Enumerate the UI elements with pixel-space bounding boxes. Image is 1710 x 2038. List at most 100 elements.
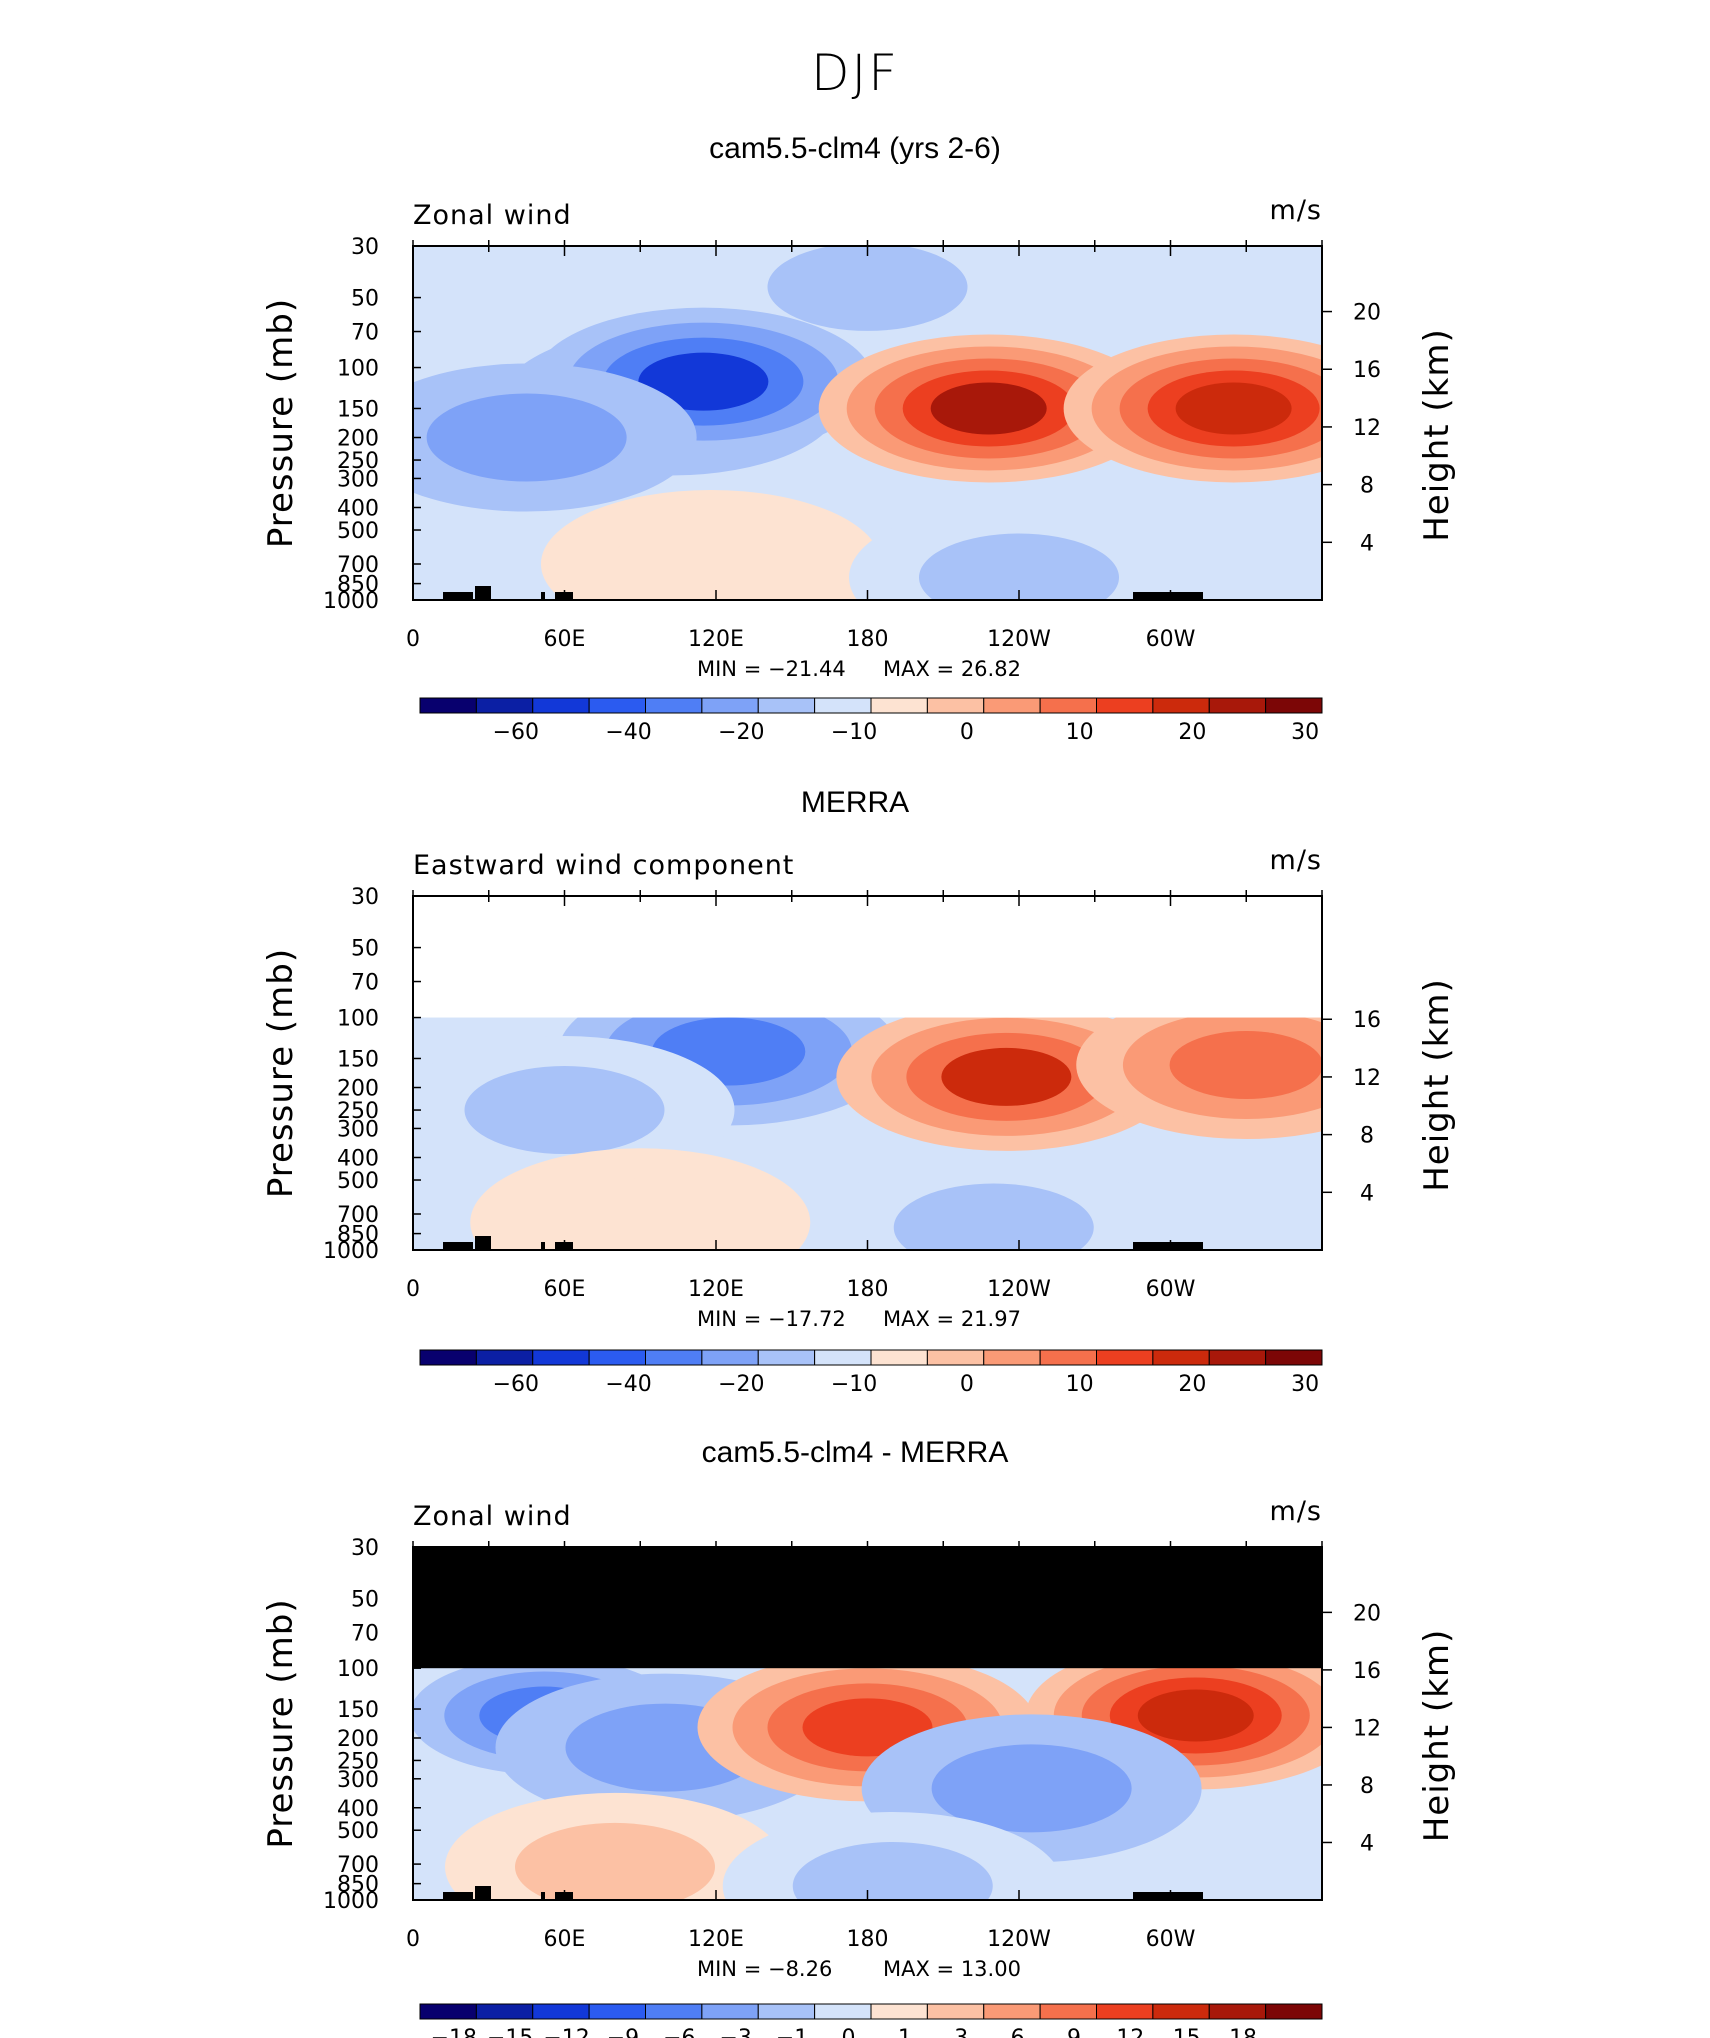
y-tick-right-label: 20 bbox=[1353, 1601, 1381, 1626]
colorbar-segment bbox=[757, 1349, 816, 1366]
x-tick-label: 180 bbox=[847, 1277, 889, 1302]
colorbar-segment bbox=[645, 1349, 703, 1366]
colorbar-segment bbox=[532, 697, 590, 714]
variable-label: Zonal wind bbox=[413, 1501, 572, 1532]
chart-panel-2: 3050701001502002503004005007008501000161… bbox=[261, 845, 1457, 1397]
y-tick-label: 50 bbox=[351, 937, 379, 962]
colorbar-label: −60 bbox=[493, 720, 539, 745]
colorbar-segment bbox=[1096, 1349, 1154, 1366]
colorbar-label: −20 bbox=[718, 1372, 764, 1397]
y-tick-label: 400 bbox=[337, 1146, 379, 1171]
colorbar-segment bbox=[983, 1349, 1041, 1366]
colorbar-segment bbox=[532, 1349, 590, 1366]
colorbar-label: 12 bbox=[1116, 2026, 1144, 2038]
y-tick-label: 50 bbox=[351, 287, 379, 312]
colorbar-segment bbox=[588, 1349, 646, 1366]
colorbar-segment bbox=[645, 2003, 703, 2020]
colorbar-segment bbox=[419, 2003, 477, 2020]
y-tick-label: 100 bbox=[337, 1657, 379, 1682]
field-contour bbox=[1175, 382, 1292, 435]
y-tick-right-label: 16 bbox=[1353, 1008, 1381, 1033]
field-1 bbox=[413, 246, 1322, 600]
missing-data-region bbox=[413, 1547, 1322, 1669]
y-tick-label: 200 bbox=[337, 1077, 379, 1102]
colorbar-label: 9 bbox=[1067, 2026, 1081, 2038]
y-tick-label: 850 bbox=[337, 1223, 379, 1248]
y-tick-label: 500 bbox=[337, 1169, 379, 1194]
y-tick-label: 300 bbox=[337, 1768, 379, 1793]
x-tick-label: 60E bbox=[544, 1277, 586, 1302]
y-tick-right-label: 8 bbox=[1360, 474, 1374, 499]
colorbar-label: 0 bbox=[841, 2026, 855, 2038]
topography bbox=[541, 592, 545, 600]
colorbar-label: 30 bbox=[1291, 720, 1319, 745]
colorbar-label: 10 bbox=[1066, 720, 1094, 745]
colorbar-segment bbox=[475, 697, 534, 714]
units-label: m/s bbox=[1270, 1496, 1322, 1527]
panel-title-difference: cam5.5-clm4 - MERRA bbox=[701, 1436, 1009, 1469]
colorbar-label: 6 bbox=[1011, 2026, 1025, 2038]
colorbar-segment bbox=[926, 1349, 985, 1366]
y-tick-label: 700 bbox=[337, 1853, 379, 1878]
colorbar-segment bbox=[983, 697, 1041, 714]
y-tick-right-label: 12 bbox=[1353, 1066, 1381, 1091]
colorbar-label: 30 bbox=[1291, 1372, 1319, 1397]
y-tick-label: 150 bbox=[337, 1047, 379, 1072]
y-tick-label: 850 bbox=[337, 1873, 379, 1898]
field-contour bbox=[931, 1744, 1132, 1833]
colorbar-label: 20 bbox=[1178, 720, 1206, 745]
y-tick-label: 300 bbox=[337, 467, 379, 492]
units-label: m/s bbox=[1270, 845, 1322, 876]
y-tick-label: 150 bbox=[337, 397, 379, 422]
topography bbox=[475, 1236, 491, 1250]
colorbar-segment bbox=[870, 1349, 928, 1366]
y-tick-label: 70 bbox=[351, 971, 379, 996]
y-axis-label: Pressure (mb) bbox=[261, 1598, 301, 1848]
max-label: MAX = 26.82 bbox=[883, 657, 1021, 681]
colorbar-segment bbox=[757, 697, 816, 714]
colorbar-label: −10 bbox=[831, 720, 877, 745]
y-tick-label: 70 bbox=[351, 321, 379, 346]
y-tick-label: 30 bbox=[351, 885, 379, 910]
colorbar-label: −12 bbox=[543, 2026, 589, 2038]
y-tick-right-label: 12 bbox=[1353, 416, 1381, 441]
colorbar-label: 0 bbox=[960, 720, 974, 745]
x-tick-label: 60E bbox=[544, 1927, 586, 1952]
y-tick-label: 200 bbox=[337, 1727, 379, 1752]
field-contour bbox=[941, 1047, 1072, 1106]
colorbar-segment bbox=[532, 2003, 590, 2020]
field-contour bbox=[930, 382, 1047, 435]
field-contour bbox=[426, 393, 627, 482]
x-tick-label: 60W bbox=[1146, 1277, 1196, 1302]
topography bbox=[443, 1242, 473, 1250]
topography bbox=[443, 1892, 473, 1900]
colorbar-segment bbox=[1265, 1349, 1323, 1366]
y-tick-label: 300 bbox=[337, 1117, 379, 1142]
y-tick-label: 700 bbox=[337, 1203, 379, 1228]
colorbar-segment bbox=[1208, 1349, 1267, 1366]
y-tick-right-label: 16 bbox=[1353, 358, 1381, 383]
colorbar-segment bbox=[757, 2003, 816, 2020]
colorbar-label: 18 bbox=[1229, 2026, 1257, 2038]
colorbar-label: 3 bbox=[954, 2026, 968, 2038]
field-contour bbox=[893, 1183, 1094, 1250]
colorbar-segment bbox=[701, 2003, 759, 2020]
x-tick-label: 120W bbox=[987, 627, 1051, 652]
colorbar-label: −60 bbox=[493, 1372, 539, 1397]
topography bbox=[443, 592, 473, 600]
colorbar-label: −40 bbox=[605, 1372, 651, 1397]
field-contour bbox=[792, 1841, 993, 1900]
colorbar-label: 1 bbox=[898, 2026, 912, 2038]
colorbar-label: 10 bbox=[1066, 1372, 1094, 1397]
colorbar-segment bbox=[926, 2003, 985, 2020]
chart-panel-1: 3050701001502002503004005007008501000201… bbox=[261, 195, 1457, 745]
colorbar-segment bbox=[419, 1349, 477, 1366]
y-tick-label: 1000 bbox=[323, 1239, 379, 1264]
topography bbox=[1133, 1892, 1203, 1900]
max-label: MAX = 21.97 bbox=[883, 1307, 1021, 1331]
colorbar-label: −40 bbox=[605, 720, 651, 745]
variable-label: Zonal wind bbox=[413, 200, 572, 231]
y-tick-right-label: 4 bbox=[1360, 1181, 1374, 1206]
field-contour bbox=[540, 1178, 741, 1250]
panel-title-reference: MERRA bbox=[800, 786, 910, 819]
